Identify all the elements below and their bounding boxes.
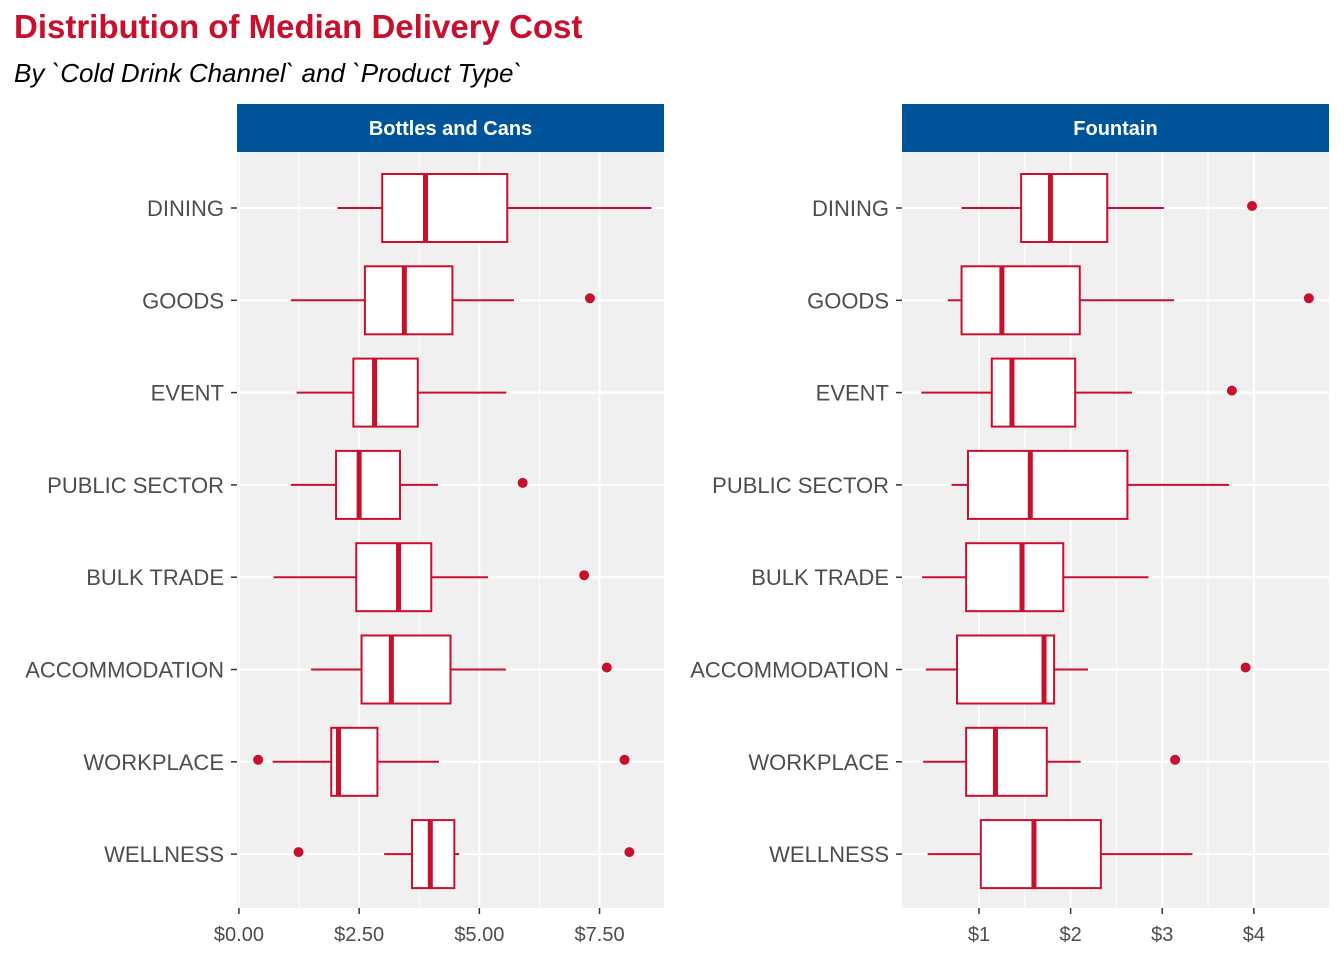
- x-tick-label: $2.50: [334, 924, 384, 946]
- facet-strip: [902, 104, 1329, 152]
- category-label: DINING: [812, 196, 889, 221]
- category-label: WORKPLACE: [748, 750, 889, 775]
- boxplot-accommodation: [925, 634, 1251, 705]
- category-label: WELLNESS: [769, 842, 889, 867]
- box-iqr: [355, 542, 433, 613]
- chart-subtitle: By `Cold Drink Channel` and `Product Typ…: [14, 58, 523, 88]
- boxplot-goods: [290, 265, 595, 336]
- facet-strip-label: Bottles and Cans: [369, 118, 532, 140]
- outlier-point: [1247, 201, 1258, 211]
- box-iqr: [965, 726, 1048, 797]
- facet-panel: Fountain DINING GOODS EVENT PUBLIC SECTOR BUL…: [690, 104, 1329, 946]
- boxplot-dining: [961, 173, 1258, 243]
- boxplot-public-sector: [290, 449, 528, 520]
- x-tick-label: $5.00: [454, 924, 504, 946]
- boxplot-accommodation: [311, 634, 612, 705]
- category-label: ACCOMMODATION: [25, 658, 224, 683]
- outlier-point: [624, 847, 635, 858]
- facet-strip: [237, 104, 664, 152]
- outlier-point: [601, 662, 612, 673]
- x-tick-label: $3: [1151, 924, 1173, 946]
- boxplot-bulk-trade: [922, 542, 1149, 613]
- category-label: DINING: [147, 196, 224, 221]
- boxplot-wellness: [293, 819, 635, 890]
- category-label: EVENT: [816, 381, 889, 406]
- box-iqr: [979, 819, 1102, 890]
- boxplot-goods: [947, 265, 1314, 336]
- box-iqr: [360, 634, 452, 705]
- box-iqr: [363, 265, 454, 336]
- boxplot-wellness: [927, 819, 1193, 890]
- x-tick-label: $7.50: [575, 924, 625, 946]
- category-label: ACCOMMODATION: [690, 658, 889, 683]
- category-label: GOODS: [807, 288, 889, 313]
- box-iqr: [965, 542, 1065, 613]
- boxplot-dining: [337, 173, 652, 243]
- outlier-point: [1303, 293, 1314, 304]
- box-iqr: [955, 634, 1056, 705]
- facet-panel: Bottles and Cans DINING GOODS EVENT PUBLIC S…: [25, 104, 664, 946]
- box-iqr: [411, 819, 456, 890]
- category-label: WORKPLACE: [83, 750, 224, 775]
- outlier-point: [517, 477, 528, 488]
- box-iqr: [966, 449, 1129, 520]
- outlier-point: [584, 293, 595, 304]
- box-iqr: [335, 449, 402, 520]
- boxplot-event: [921, 357, 1237, 428]
- category-label: GOODS: [142, 288, 224, 313]
- category-label: WELLNESS: [104, 842, 224, 867]
- outlier-point: [1226, 385, 1237, 396]
- x-tick-label: $2: [1059, 924, 1081, 946]
- box-iqr: [381, 173, 509, 243]
- facet-strip-label: Fountain: [1073, 118, 1157, 140]
- box-iqr: [1020, 173, 1109, 243]
- box-iqr: [352, 357, 419, 428]
- category-label: BULK TRADE: [86, 565, 224, 590]
- category-label: EVENT: [151, 381, 224, 406]
- outlier-point: [253, 754, 264, 765]
- category-label: PUBLIC SECTOR: [712, 473, 889, 498]
- category-label: PUBLIC SECTOR: [47, 473, 224, 498]
- box-iqr: [960, 265, 1081, 336]
- boxplot-workplace: [253, 726, 630, 797]
- x-tick-label: $1: [968, 924, 990, 946]
- outlier-point: [1240, 662, 1251, 673]
- boxplot-public-sector: [951, 449, 1230, 520]
- outlier-point: [293, 847, 304, 858]
- outlier-point: [1170, 754, 1181, 765]
- outlier-point: [619, 754, 630, 765]
- box-iqr: [990, 357, 1077, 428]
- boxplot-workplace: [923, 726, 1181, 797]
- outlier-point: [579, 570, 590, 581]
- boxplot-event: [296, 357, 507, 428]
- chart-title: Distribution of Median Delivery Cost: [14, 8, 583, 45]
- x-tick-label: $0.00: [214, 924, 264, 946]
- x-tick-label: $4: [1243, 924, 1265, 946]
- category-label: BULK TRADE: [751, 565, 889, 590]
- boxplot-bulk-trade: [273, 542, 590, 613]
